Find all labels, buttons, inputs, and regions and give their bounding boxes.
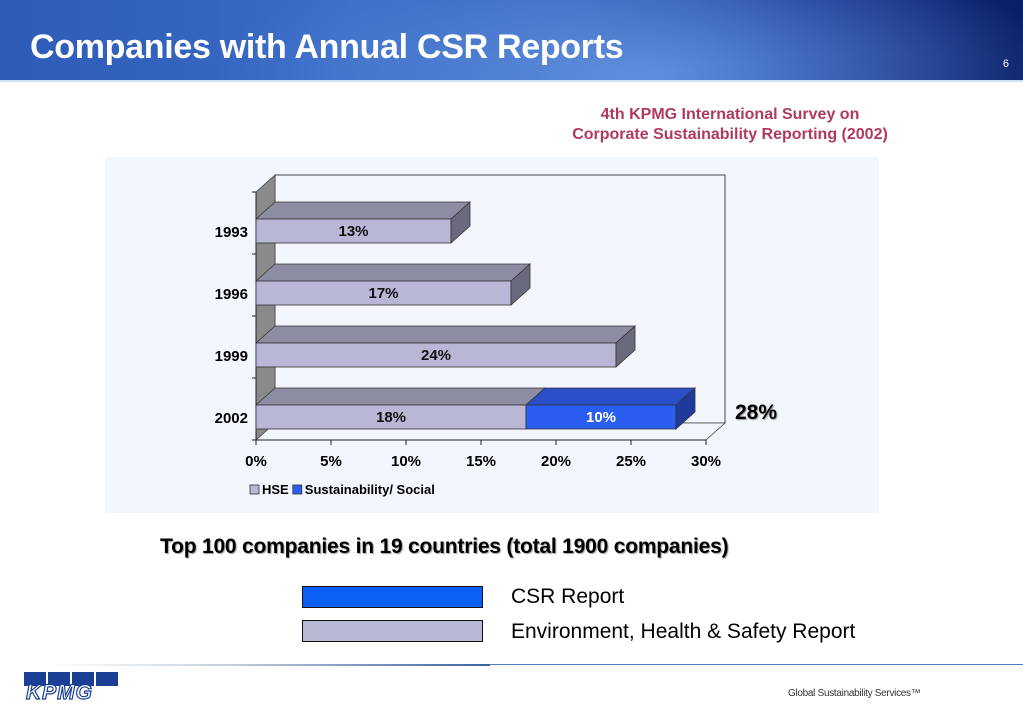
slide-title: Companies with Annual CSR Reports (30, 28, 624, 66)
bar-side-face (675, 387, 696, 430)
bar-top-face (254, 263, 532, 282)
csr-report-label: CSR Report (511, 585, 625, 608)
bar-data-label: 24% (421, 347, 451, 364)
survey-label-line1: 4th KPMG International Survey on (600, 106, 860, 123)
bar-data-label: 13% (338, 223, 368, 240)
footer-divider-right (490, 664, 1023, 665)
ehs-report-label: Environment, Health & Safety Report (511, 620, 856, 643)
bar-side-face (615, 325, 636, 368)
x-tick-label: 0% (245, 453, 267, 470)
kpmg-logo-text: KPMG (26, 681, 93, 704)
footer-divider-left (50, 664, 490, 666)
bar-2002-hse (255, 404, 527, 430)
bar-1999-hse (255, 342, 617, 368)
x-tick-label: 25% (616, 453, 646, 470)
bar-side-face (510, 263, 531, 306)
x-tick-label: 30% (691, 453, 721, 470)
bar-top-face (254, 201, 472, 220)
page-number: 6 (1002, 58, 1009, 70)
bar-data-label: 17% (368, 285, 398, 302)
y-category-label: 1999 (215, 348, 248, 365)
kpmg-logo: KPMG (24, 672, 118, 704)
survey-label-line2: Corporate Sustainability Reporting (2002… (572, 126, 888, 143)
y-category-label: 1993 (215, 224, 248, 241)
ehs-report-swatch (302, 620, 483, 642)
bar-2002-sustainability-social (525, 404, 677, 430)
total-annotation: 28% (735, 401, 777, 424)
x-tick-label: 15% (466, 453, 496, 470)
x-tick-label: 10% (391, 453, 421, 470)
x-tick-label: 5% (320, 453, 342, 470)
chart-caption: Top 100 companies in 19 countries (total… (160, 535, 729, 558)
bar-data-label: 10% (586, 409, 616, 426)
legend-swatch (249, 484, 260, 495)
footer-tagline: Global Sustainability Services™ (788, 688, 921, 699)
bar-top-face (524, 387, 697, 406)
y-category-label: 1996 (215, 286, 248, 303)
legend-label: HSE (262, 482, 289, 497)
survey-label: 4th KPMG International Survey on Corpora… (540, 105, 920, 145)
bar-side-face (450, 201, 471, 244)
y-category-label: 2002 (215, 410, 248, 427)
slide-header: Companies with Annual CSR Reports 6 (0, 0, 1023, 82)
csr-report-swatch (302, 586, 483, 608)
legend-swatch (292, 484, 303, 495)
bar-1996-hse (255, 280, 512, 306)
bar-data-label: 18% (376, 409, 406, 426)
x-tick-label: 20% (541, 453, 571, 470)
bar-top-face (254, 325, 637, 344)
bar-1993-hse (255, 218, 452, 244)
bar-top-face (254, 387, 547, 406)
legend-label: Sustainability/ Social (305, 482, 435, 497)
